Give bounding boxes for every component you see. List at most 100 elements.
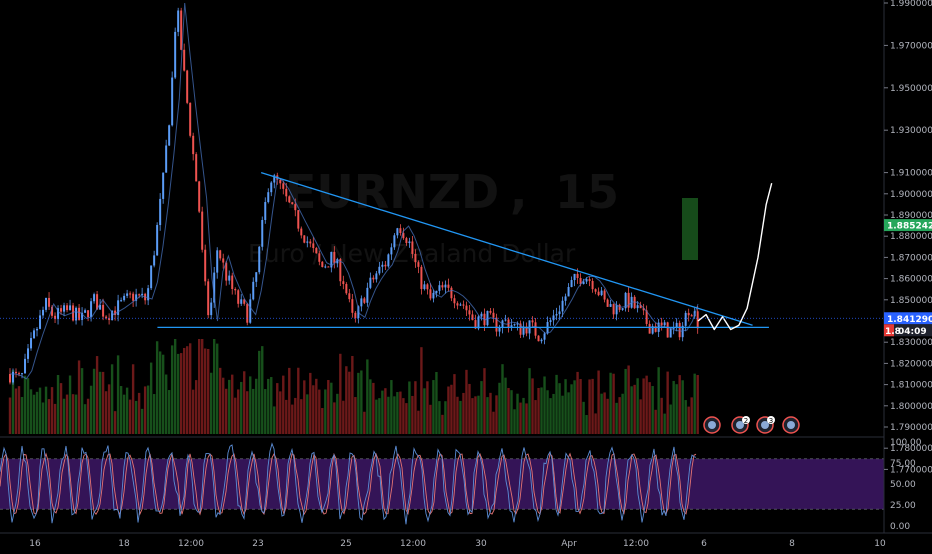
volume-bar [543,376,546,434]
stoch-k-line [0,442,697,525]
volume-bar [630,386,633,434]
candle-body [141,293,144,296]
candle-body [495,317,498,332]
volume-bar [693,373,696,434]
volume-bar [468,383,471,434]
candle-body [249,299,252,323]
volume-bar [53,403,57,434]
volume-bar [510,390,513,434]
volume-bar [219,367,222,434]
marker-badge [767,416,775,424]
volume-bar [525,403,528,434]
volume-bar [585,415,588,434]
drawing-tools[interactable] [0,171,884,331]
candle-body [423,284,426,290]
candle-body [606,299,609,307]
candle-body [543,333,546,340]
candle-body [99,304,102,310]
candle-body [45,297,48,310]
candle-body [324,266,327,268]
candle-body [135,294,138,301]
candle-body [183,49,186,71]
candle-body [306,241,309,243]
candle-body [318,253,321,262]
candle-body [390,247,393,255]
volume-bar [363,411,366,434]
volume-bar [558,383,561,434]
volume-bar [603,392,606,434]
event-marker[interactable] [703,416,721,434]
volume-bar [86,398,90,434]
candle-body [396,228,399,236]
volume-bar [642,378,645,434]
candle-body [501,320,504,328]
volume-bar [333,402,336,434]
candle-body [681,325,684,338]
volume-bar [465,369,468,434]
candle-body [561,300,564,312]
volume-bar [185,346,189,434]
volume-bar [360,370,363,434]
last-price-tag-label: 1.841290 [887,315,932,325]
volume-bar [393,396,396,434]
volume-bar [77,360,81,434]
volume-bar [546,390,549,434]
candlestick-series [9,2,699,385]
candle-body [159,198,162,226]
volume-bar [540,387,543,434]
volume-bar [216,343,219,434]
volume-bar [252,388,255,434]
event-marker[interactable] [782,416,800,434]
candle-body [246,303,249,323]
candle-body [642,308,645,311]
volume-bar [255,378,258,434]
candle-body [627,292,630,308]
candle-body [489,310,492,313]
volume-bar [612,373,615,434]
volume-bar [471,398,474,434]
volume-bar [71,394,75,434]
candle-body [525,326,528,334]
volume-bar [381,390,384,434]
price-tick-label: 1.890000 [890,211,932,221]
candle-body [414,253,417,263]
candle-body [498,327,501,332]
volume-bar [182,347,186,434]
volume-bar [672,380,675,434]
watermark-interval: 15 [555,165,619,219]
candle-body [267,192,270,203]
countdown-label: 04:09 [898,327,927,337]
event-marker[interactable]: 2 [731,416,750,434]
candle-body [273,175,276,183]
candle-body [201,211,204,250]
volume-bar [459,400,462,434]
time-tick-label: Apr [561,539,577,549]
candle-body [429,289,432,299]
candle-body [30,338,33,349]
volume-bar [170,345,174,434]
volume-bar [570,384,573,434]
volume-bar [50,387,54,434]
stochastic-pane [0,436,884,525]
trendline-descending-resistance[interactable] [260,171,753,326]
candle-body [288,196,291,203]
volume-bar [273,406,276,434]
candle-body [510,325,513,329]
volume-bar [573,380,576,434]
projection-path[interactable] [697,183,773,331]
candle-body [213,272,216,303]
event-marker[interactable]: 3 [756,416,775,434]
volume-bar [294,397,297,434]
volume-bar [357,372,360,434]
time-tick-label: 23 [252,539,263,549]
marker-badge-count: 2 [744,417,748,425]
volume-bar [447,386,450,434]
volume-bar [237,389,240,434]
candle-body [114,310,117,315]
volume-bar [636,378,639,434]
volume-bar [444,401,447,434]
